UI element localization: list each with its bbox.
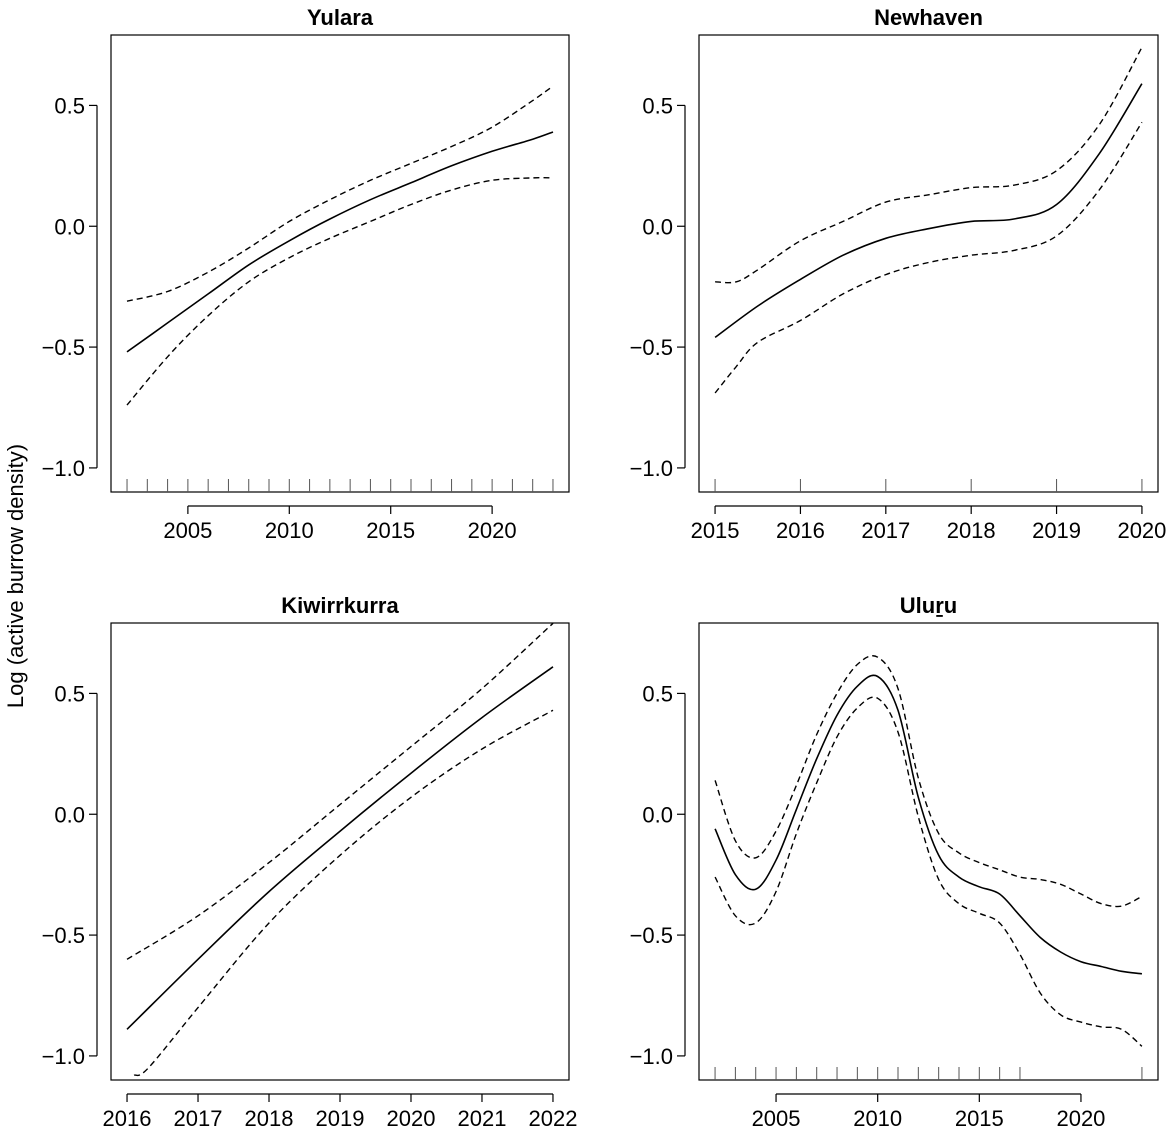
- upper-ci-line: [714, 655, 1143, 908]
- y-tick-label: −0.5: [42, 923, 85, 948]
- x-tick-label: 2005: [163, 518, 212, 543]
- fit-line: [714, 83, 1143, 339]
- x-tick-label: 2016: [776, 518, 825, 543]
- y-tick-label: −0.5: [630, 335, 673, 360]
- y-tick-label: 0.5: [54, 681, 85, 706]
- plot-frame: [110, 622, 570, 1081]
- y-tick-label: 0.5: [642, 681, 673, 706]
- y-tick-label: −1.0: [42, 1044, 85, 1069]
- fit-line: [714, 674, 1143, 975]
- y-tick-label: 0.0: [54, 802, 85, 827]
- x-tick-label: 2016: [103, 1106, 152, 1131]
- y-tick-label: 0.5: [642, 93, 673, 118]
- upper-ci-line: [126, 85, 554, 302]
- y-axis-label: Log (active burrow density): [3, 444, 28, 708]
- x-tick-label: 2020: [1056, 1106, 1105, 1131]
- upper-ci-line: [715, 47, 1143, 284]
- x-tick-label: 2020: [387, 1106, 436, 1131]
- x-tick-label: 2015: [691, 518, 740, 543]
- x-tick-label: 2019: [316, 1106, 365, 1131]
- y-tick-label: 0.0: [642, 214, 673, 239]
- plot-frame: [110, 34, 570, 493]
- fit-line: [126, 131, 554, 353]
- panel-title: Yulara: [307, 5, 374, 30]
- lower-ci-line: [714, 696, 1143, 1047]
- x-tick-label: 2022: [528, 1106, 577, 1131]
- x-tick-label: 2005: [752, 1106, 801, 1131]
- x-tick-label: 2010: [265, 518, 314, 543]
- x-tick-label: 2017: [174, 1106, 223, 1131]
- x-tick-label: 2019: [1032, 518, 1081, 543]
- x-tick-label: 2020: [1117, 518, 1166, 543]
- y-tick-label: −1.0: [630, 456, 673, 481]
- x-tick-label: 2015: [955, 1106, 1004, 1131]
- plot-frame: [698, 622, 1159, 1081]
- fit-line: [126, 666, 554, 1030]
- y-tick-label: −0.5: [42, 335, 85, 360]
- panel-3: Kiwirrkurra −1.0 −0.5 0.0 0.5 2016 2017 2018 201…: [42, 593, 578, 1131]
- lower-ci-line: [714, 121, 1143, 394]
- x-tick-label: 2020: [468, 518, 517, 543]
- y-tick-label: 0.5: [54, 93, 85, 118]
- lower-ci-line: [133, 709, 554, 1077]
- y-tick-label: −1.0: [630, 1044, 673, 1069]
- plot-frame: [698, 34, 1159, 493]
- panel-1: Yulara −1.0 −0.5 0.0 0.5 2005 2010 2015 2020: [42, 5, 570, 543]
- panel-4: Uluṟu −1.0 −0.5 0.0 0.5 2005 2010 2015 2020: [630, 593, 1159, 1131]
- x-tick-label: 2018: [947, 518, 996, 543]
- lower-ci-line: [126, 177, 554, 406]
- panel-title: Uluṟu: [900, 593, 957, 618]
- x-tick-label: 2021: [458, 1106, 507, 1131]
- x-tick-label: 2015: [366, 518, 415, 543]
- y-tick-label: 0.0: [54, 214, 85, 239]
- x-tick-label: 2010: [853, 1106, 902, 1131]
- upper-ci-line: [126, 623, 554, 960]
- y-tick-label: −1.0: [42, 456, 85, 481]
- y-tick-label: −0.5: [630, 923, 673, 948]
- x-tick-label: 2017: [861, 518, 910, 543]
- panel-title: Kiwirrkurra: [281, 593, 399, 618]
- y-tick-label: 0.0: [642, 802, 673, 827]
- panel-title: Newhaven: [874, 5, 983, 30]
- x-tick-label: 2018: [245, 1106, 294, 1131]
- panel-2: Newhaven −1.0 −0.5 0.0 0.5 2015 2016 2017 2018 20…: [630, 5, 1167, 543]
